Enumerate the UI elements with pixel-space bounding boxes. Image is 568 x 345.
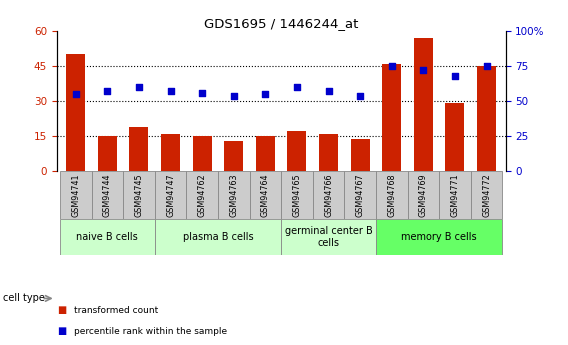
Bar (161, 134, 180, 171)
Bar (477, 66, 496, 171)
Bar (98, 136, 117, 171)
Bar (313, 171, 344, 219)
Text: GSM94747: GSM94747 (166, 174, 175, 217)
Text: GSM94764: GSM94764 (261, 174, 270, 217)
Point (71, 91, 80, 97)
Point (261, 91, 270, 97)
Bar (344, 171, 376, 219)
Bar (281, 171, 313, 219)
Bar (154, 171, 186, 219)
Bar (60, 171, 91, 219)
Text: memory B cells: memory B cells (402, 232, 477, 242)
Point (135, 85, 144, 90)
Point (166, 89, 175, 94)
Bar (60, 219, 154, 255)
Point (356, 93, 365, 98)
Bar (154, 219, 281, 255)
Text: GSM94769: GSM94769 (419, 174, 428, 217)
Text: cell type: cell type (3, 294, 45, 303)
Text: germinal center B
cells: germinal center B cells (285, 226, 373, 248)
Bar (471, 171, 502, 219)
Point (198, 90, 207, 96)
Bar (91, 171, 123, 219)
Text: transformed count: transformed count (74, 306, 158, 315)
Text: percentile rank within the sample: percentile rank within the sample (74, 327, 227, 336)
Text: GSM94772: GSM94772 (482, 174, 491, 217)
Bar (281, 219, 376, 255)
Bar (376, 171, 408, 219)
Point (450, 73, 460, 79)
Text: naive B cells: naive B cells (77, 232, 138, 242)
Point (103, 89, 112, 94)
Point (387, 63, 396, 69)
Bar (193, 136, 212, 171)
Text: GSM94763: GSM94763 (229, 174, 238, 217)
Bar (130, 127, 148, 171)
Bar (445, 104, 465, 171)
Bar (439, 171, 471, 219)
Bar (249, 171, 281, 219)
Point (419, 68, 428, 73)
Text: GSM94745: GSM94745 (135, 174, 144, 217)
Bar (224, 141, 243, 171)
Text: GSM94768: GSM94768 (387, 174, 396, 217)
Text: GSM94771: GSM94771 (450, 174, 460, 217)
Text: GSM94762: GSM94762 (198, 174, 207, 217)
Bar (414, 38, 433, 171)
Bar (123, 171, 154, 219)
Bar (376, 219, 502, 255)
Bar (287, 131, 307, 171)
Bar (66, 55, 85, 171)
Point (324, 89, 333, 94)
Text: GSM94765: GSM94765 (293, 174, 302, 217)
Bar (218, 171, 249, 219)
Text: plasma B cells: plasma B cells (183, 232, 253, 242)
Bar (382, 64, 401, 171)
Bar (319, 134, 338, 171)
Text: GSM94766: GSM94766 (324, 174, 333, 217)
Text: GSM94744: GSM94744 (103, 174, 112, 217)
Point (229, 93, 239, 98)
Title: GDS1695 / 1446244_at: GDS1695 / 1446244_at (204, 17, 358, 30)
Bar (350, 138, 370, 171)
Bar (186, 171, 218, 219)
Bar (408, 171, 439, 219)
Text: GSM94767: GSM94767 (356, 174, 365, 217)
Bar (256, 136, 275, 171)
Point (482, 63, 491, 69)
Text: GSM94741: GSM94741 (71, 174, 80, 217)
Text: ■: ■ (57, 306, 66, 315)
Point (293, 85, 302, 90)
Text: ■: ■ (57, 326, 66, 336)
